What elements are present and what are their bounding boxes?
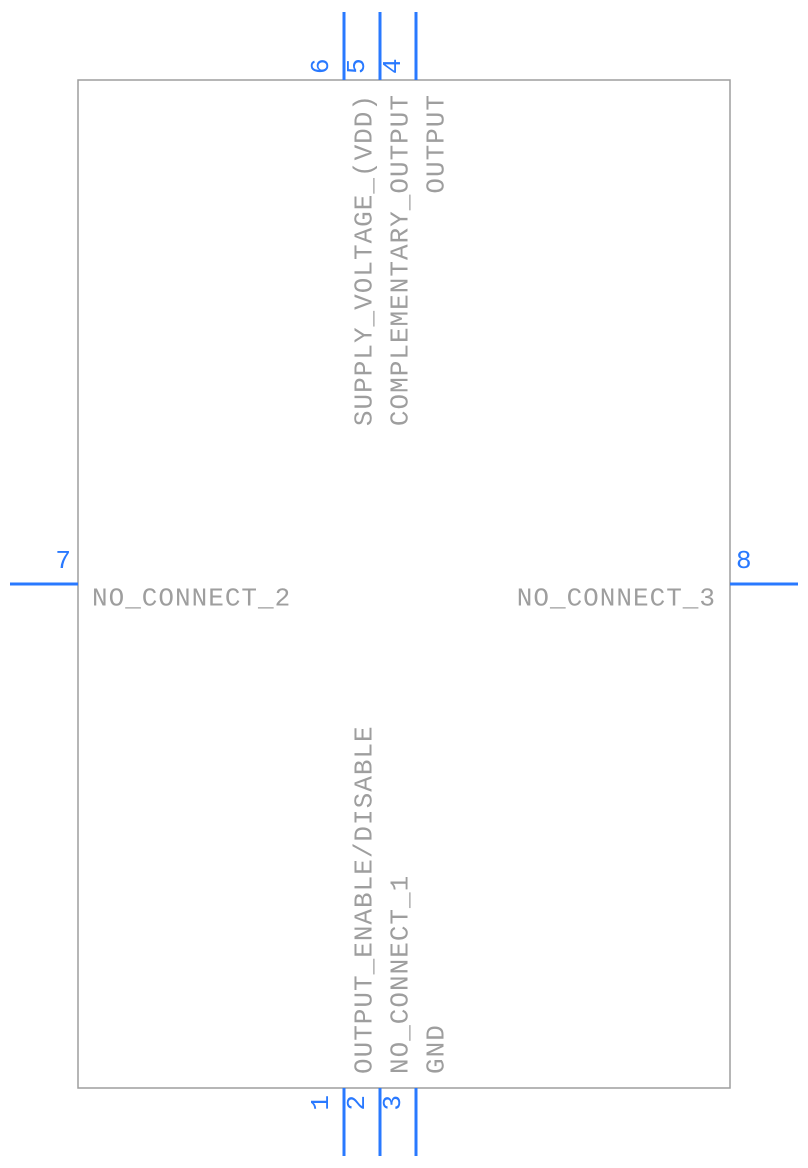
pin-2-label: NO_CONNECT_1 bbox=[386, 875, 416, 1074]
pin-1-label: OUTPUT_ENABLE/DISABLE bbox=[350, 725, 380, 1074]
schematic-symbol: 6 SUPPLY_VOLTAGE_(VDD) 5 COMPLEMENTARY_OUTP… bbox=[0, 0, 808, 1168]
pin-5-number: 5 bbox=[342, 57, 372, 74]
pin-7-number: 7 bbox=[55, 546, 72, 576]
pin-4-number: 4 bbox=[378, 57, 408, 74]
pin-7-label: NO_CONNECT_2 bbox=[92, 584, 291, 614]
pin-2-number: 2 bbox=[342, 1094, 372, 1111]
pin-3-label: GND bbox=[422, 1024, 452, 1074]
pin-8-label: NO_CONNECT_3 bbox=[517, 584, 716, 614]
pin-5-label: COMPLEMENTARY_OUTPUT bbox=[386, 94, 416, 426]
pin-6-number: 6 bbox=[306, 57, 336, 74]
pin-8-number: 8 bbox=[736, 546, 753, 576]
pin-3-number: 3 bbox=[378, 1094, 408, 1111]
pin-6-label: SUPPLY_VOLTAGE_(VDD) bbox=[350, 94, 380, 426]
pin-4-label: OUTPUT bbox=[422, 94, 452, 194]
pin-1-number: 1 bbox=[306, 1094, 336, 1111]
